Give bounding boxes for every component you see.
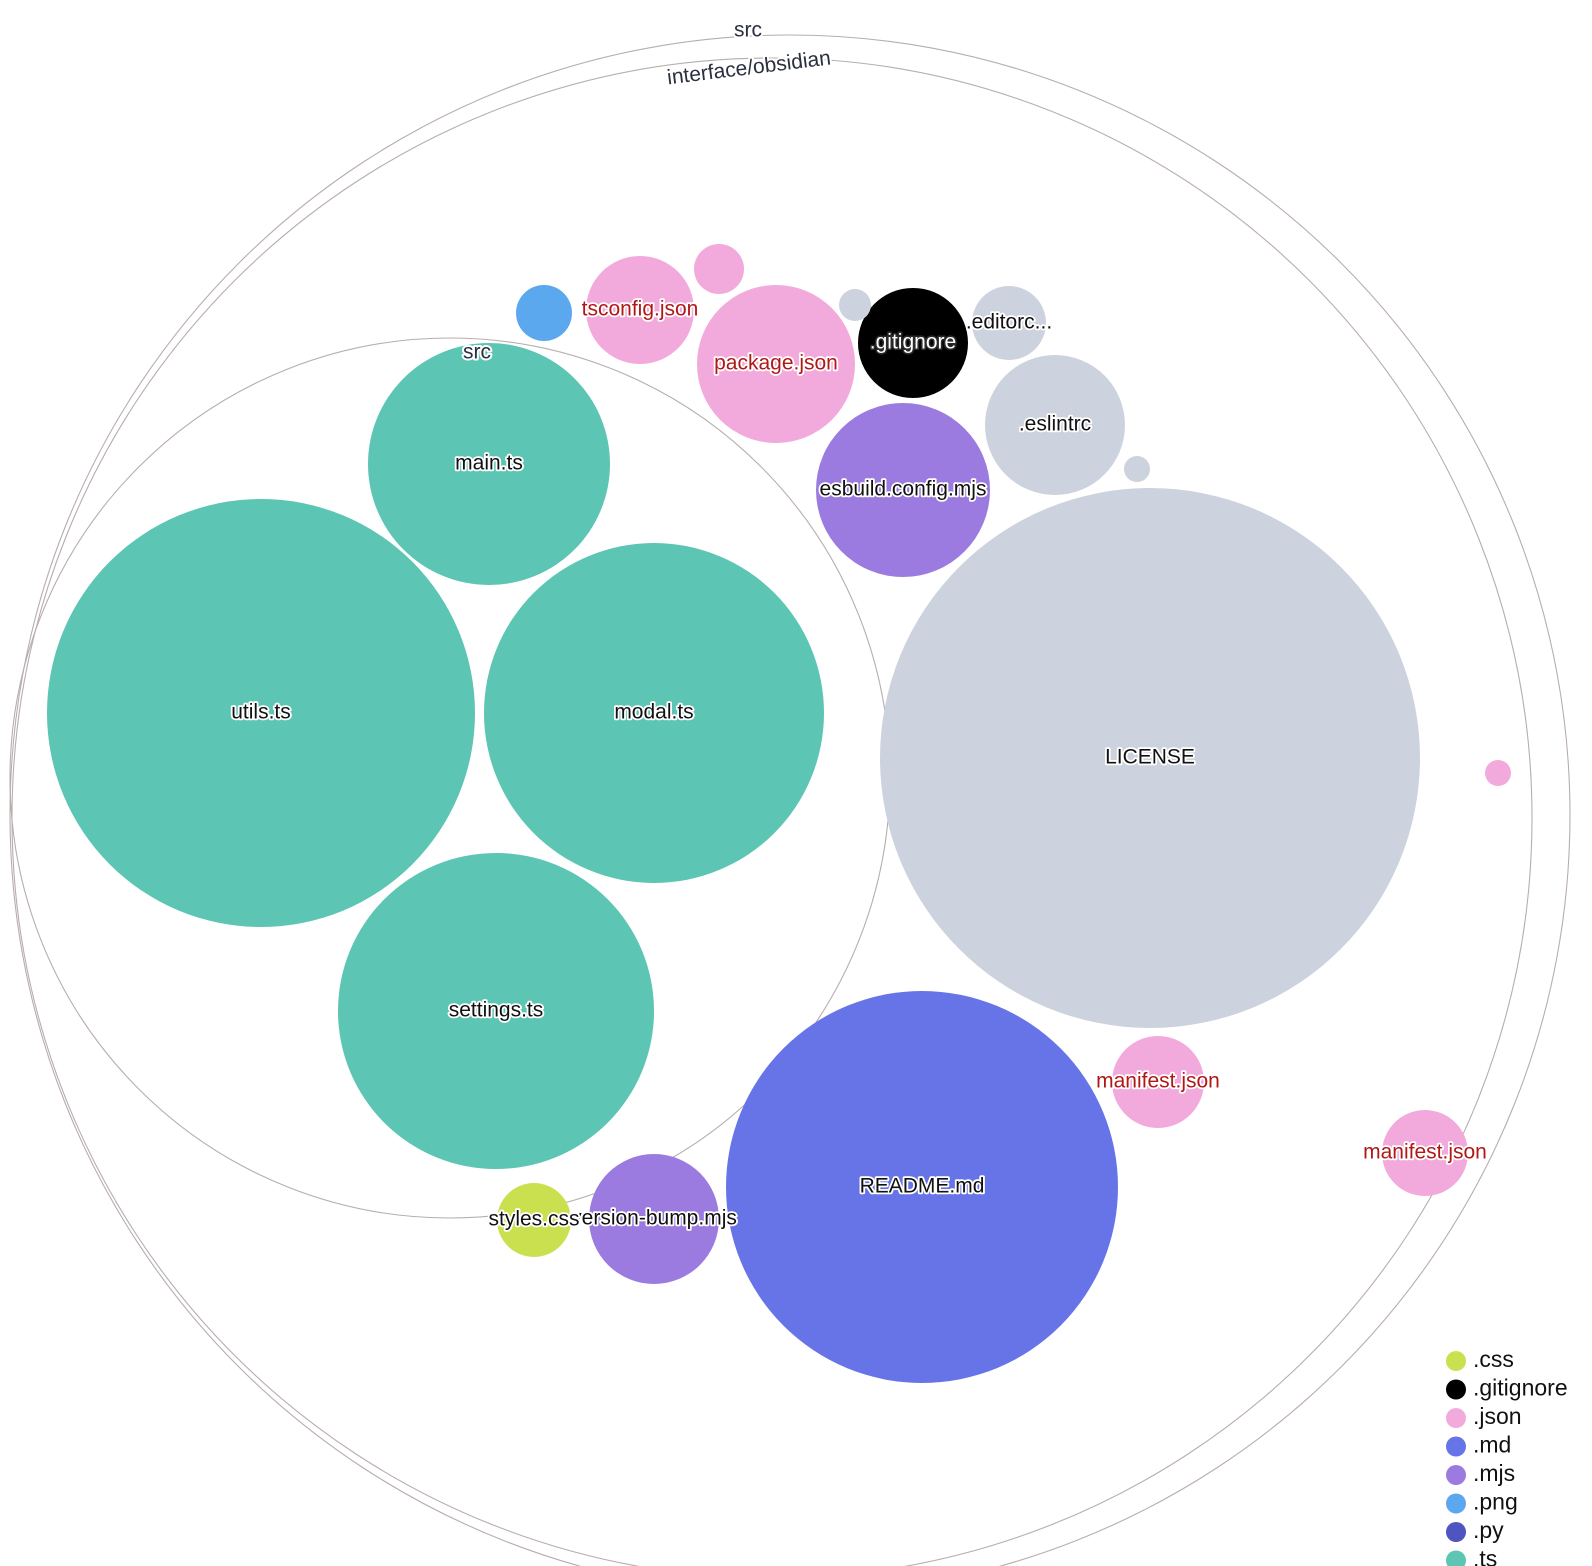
- file-label-version-bump-mjs: version-bump.mjs: [571, 1207, 737, 1230]
- file-label-package-json: package.json: [714, 352, 838, 375]
- file-label-license: LICENSE: [1105, 746, 1195, 769]
- file-circle-small-noext-a[interactable]: [839, 289, 871, 321]
- file-circle-tsconfig-json[interactable]: [586, 256, 694, 364]
- file-label-main-ts: main.ts: [455, 452, 523, 475]
- file-circle--editorconfig[interactable]: [972, 286, 1046, 360]
- file-circle-small-noext-b[interactable]: [1124, 456, 1150, 482]
- file-circle-styles-css[interactable]: [497, 1183, 571, 1257]
- legend-label-ts: .ts: [1473, 1546, 1497, 1566]
- file-circle-license[interactable]: [880, 488, 1420, 1028]
- legend-label-json: .json: [1473, 1403, 1522, 1429]
- legend-swatch-png[interactable]: [1446, 1493, 1466, 1514]
- group-label-src-2: src: [463, 340, 491, 363]
- file-circle-package-json[interactable]: [697, 285, 855, 443]
- file-label-manifest-json: manifest.json: [1096, 1070, 1220, 1093]
- file-label-esbuild-config-mjs: esbuild.config.mjs: [820, 478, 987, 501]
- file-circle-version-bump-mjs[interactable]: [589, 1154, 719, 1284]
- node-label-layer: utils.ts modal.ts settings.ts main.ts LICENS…: [229, 296, 1488, 1233]
- file-label-settings-ts: settings.ts: [449, 999, 544, 1022]
- file-label-styles-css: styles.css: [488, 1208, 579, 1231]
- file-circle-settings-ts[interactable]: [338, 853, 654, 1169]
- file-circle-manifest-json[interactable]: [1382, 1110, 1468, 1196]
- file-circle-readme-md[interactable]: [726, 991, 1118, 1383]
- file-circle-modal-ts[interactable]: [484, 543, 824, 883]
- group-label-interface-obsidian-1: interface/obsidian: [666, 46, 832, 89]
- legend-swatch-gitignore[interactable]: [1446, 1379, 1466, 1400]
- legend-swatch-py[interactable]: [1446, 1522, 1466, 1542]
- legend-label-css: .css: [1473, 1346, 1514, 1372]
- file-circle-app-png[interactable]: [516, 285, 572, 341]
- file-label--eslintrc: .eslintrc: [1019, 413, 1091, 436]
- file-circle-tiny-json[interactable]: [1485, 760, 1511, 786]
- node-circle-layer: [47, 244, 1511, 1383]
- file-label-tsconfig-json: tsconfig.json: [582, 298, 699, 321]
- file-circle-main-ts[interactable]: [368, 343, 610, 585]
- legend-label-gitignore: .gitignore: [1473, 1375, 1568, 1401]
- file-label-manifest-json: manifest.json: [1363, 1141, 1487, 1164]
- file-label--editorconfig: .editorc...: [966, 311, 1052, 334]
- file-label-modal-ts: modal.ts: [614, 701, 693, 724]
- file-circle-manifest-json[interactable]: [1112, 1036, 1204, 1128]
- file-circle--gitignore[interactable]: [858, 288, 968, 398]
- legend-label-png: .png: [1473, 1489, 1518, 1515]
- file-label-utils-ts: utils.ts: [231, 701, 291, 724]
- file-circle-utils-ts[interactable]: [47, 499, 475, 927]
- legend-swatch-mjs[interactable]: [1446, 1465, 1466, 1485]
- legend-label-mjs: .mjs: [1473, 1460, 1515, 1486]
- file-circle--eslintrc[interactable]: [985, 355, 1125, 495]
- file-circle-esbuild-config-mjs[interactable]: [816, 403, 990, 577]
- legend-swatch-css[interactable]: [1446, 1351, 1466, 1371]
- legend-swatch-ts[interactable]: [1446, 1550, 1466, 1566]
- file-label-readme-md: README.md: [860, 1175, 985, 1198]
- group-circle-src[interactable]: [9, 34, 1571, 1566]
- legend: .css .gitignore.json .md.mjs .png.py .ts: [1446, 1346, 1568, 1566]
- file-circle-small-json[interactable]: [694, 244, 744, 294]
- legend-swatch-md[interactable]: [1446, 1436, 1466, 1457]
- group-label-src-0: src: [734, 18, 762, 41]
- legend-swatch-json[interactable]: [1446, 1408, 1466, 1428]
- legend-label-md: .md: [1473, 1432, 1511, 1458]
- file-label--gitignore: .gitignore: [870, 331, 956, 354]
- legend-label-py: .py: [1473, 1517, 1504, 1543]
